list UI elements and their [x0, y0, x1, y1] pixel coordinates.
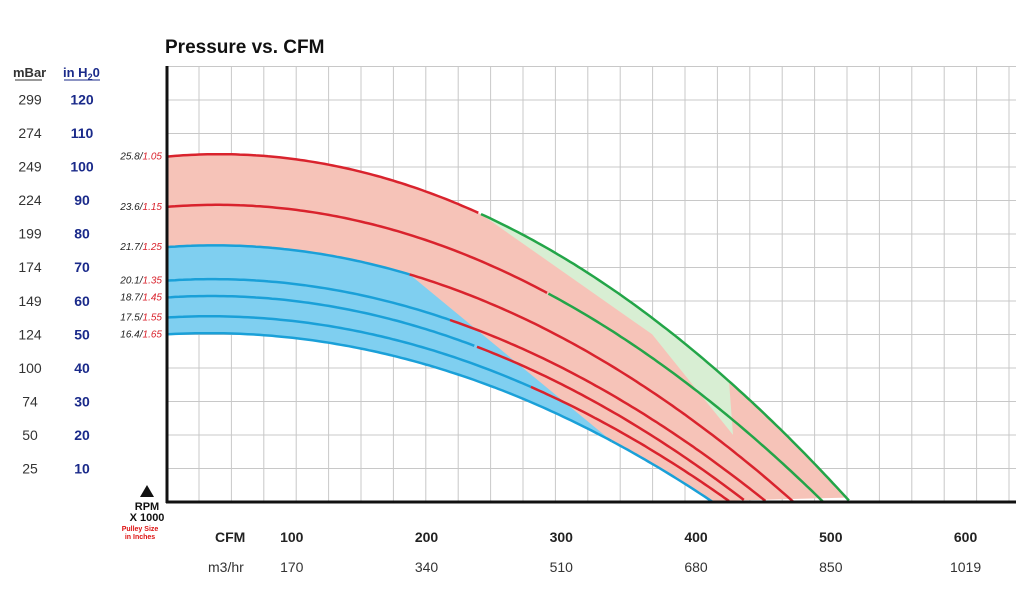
cfm-tick-label: 100 [280, 529, 304, 545]
inh2o-tick-label: 120 [70, 92, 94, 108]
pulley-size-label: Pulley Size [122, 526, 159, 533]
m3hr-tick-label: 850 [819, 559, 843, 575]
inh2o-axis-header: in H20 [63, 65, 100, 82]
rpm-label: RPM [135, 501, 159, 513]
rpm-multiplier-label: X 1000 [130, 512, 165, 524]
fan-curve-segment [449, 318, 767, 502]
mbar-tick-label: 124 [18, 326, 42, 342]
fan-curve-segment [166, 294, 475, 347]
mbar-tick-label: 199 [18, 226, 42, 242]
inh2o-tick-label: 40 [74, 360, 90, 376]
m3hr-tick-label: 510 [550, 559, 574, 575]
m3hr-tick-label: 680 [684, 559, 708, 575]
fan-curve-segment [166, 203, 548, 294]
inh2o-tick-label: 10 [74, 460, 90, 476]
curve-rpm-label: 17.5/1.55 [120, 313, 162, 324]
chart-title: Pressure vs. CFM [165, 37, 324, 58]
curve-rpm-label: 18.7/1.45 [120, 292, 162, 303]
blue-zone-fill [167, 245, 612, 442]
cfm-tick-label: 600 [954, 529, 978, 545]
mbar-tick-label: 224 [18, 192, 42, 208]
curve-rpm-label: 21.7/1.25 [119, 242, 162, 253]
m3hr-tick-label: 340 [415, 559, 439, 575]
fan-curve-segment [166, 331, 613, 443]
mbar-tick-label: 174 [18, 259, 42, 275]
mbar-tick-label: 74 [22, 393, 38, 409]
mbar-tick-label: 249 [18, 159, 42, 175]
inh2o-tick-label: 100 [70, 159, 94, 175]
cfm-axis-header: CFM [215, 529, 245, 545]
inh2o-tick-label: 110 [71, 125, 94, 141]
curve-rpm-label: 20.1/1.35 [119, 276, 162, 287]
inh2o-tick-label: 50 [74, 326, 90, 342]
red-zone-fill [167, 154, 847, 502]
mbar-tick-label: 149 [18, 293, 42, 309]
inh2o-tick-label: 70 [74, 259, 90, 275]
y-axis-ticks: 299 120 274 110 249 100 224 90 199 80 174 70 149 60 12… [18, 92, 94, 477]
curve-rpm-label: 25.8/1.05 [119, 152, 162, 163]
cfm-tick-label: 300 [550, 529, 574, 545]
fan-curve-segment [166, 315, 532, 389]
fan-curve-segment [476, 345, 745, 501]
inh2o-tick-label: 80 [74, 226, 90, 242]
cfm-tick-label: 500 [819, 529, 843, 545]
inh2o-header-subscript: 2 [88, 72, 93, 82]
fan-curves [166, 152, 850, 504]
rpm-triangle-icon [140, 485, 154, 497]
fan-curve-segment [611, 439, 714, 504]
cfm-tick-label: 400 [684, 529, 708, 545]
fan-curve-segment [166, 152, 479, 214]
pulley-units-label: in Inches [125, 534, 155, 541]
mbar-axis-header: mBar [13, 65, 46, 80]
fan-curve-segment [547, 292, 825, 503]
fan-curve-segment [480, 212, 850, 502]
curve-labels: 25.8/1.05 23.6/1.15 21.7/1.25 20.1/1.35 18.7… [119, 152, 162, 341]
inh2o-tick-label: 90 [74, 192, 90, 208]
x-axis-ticks: 100 170 200 340 300 510 400 680 500 850 600 1019 [280, 529, 981, 575]
fan-curve-segment [166, 277, 451, 322]
inh2o-tick-label: 60 [74, 293, 90, 309]
inh2o-header-part-3: 0 [93, 65, 100, 80]
cfm-tick-label: 200 [415, 529, 439, 545]
m3hr-axis-header: m3/hr [208, 559, 244, 575]
fan-curve-segment [530, 385, 730, 503]
mbar-tick-label: 100 [18, 360, 42, 376]
fan-curve-segment [166, 244, 410, 276]
m3hr-tick-label: 170 [280, 559, 304, 575]
inh2o-tick-label: 30 [74, 393, 90, 409]
mbar-tick-label: 274 [18, 125, 42, 141]
fan-curve-segment [409, 273, 795, 503]
mbar-tick-label: 25 [22, 460, 38, 476]
curve-rpm-label: 16.4/1.65 [120, 329, 162, 340]
mbar-tick-label: 299 [18, 92, 42, 108]
curve-rpm-label: 23.6/1.15 [119, 202, 162, 213]
operating-zone-fills [167, 154, 847, 502]
m3hr-tick-label: 1019 [950, 559, 981, 575]
inh2o-tick-label: 20 [74, 427, 90, 443]
mbar-tick-label: 50 [22, 427, 38, 443]
inh2o-header-part-1: in H [63, 65, 88, 80]
